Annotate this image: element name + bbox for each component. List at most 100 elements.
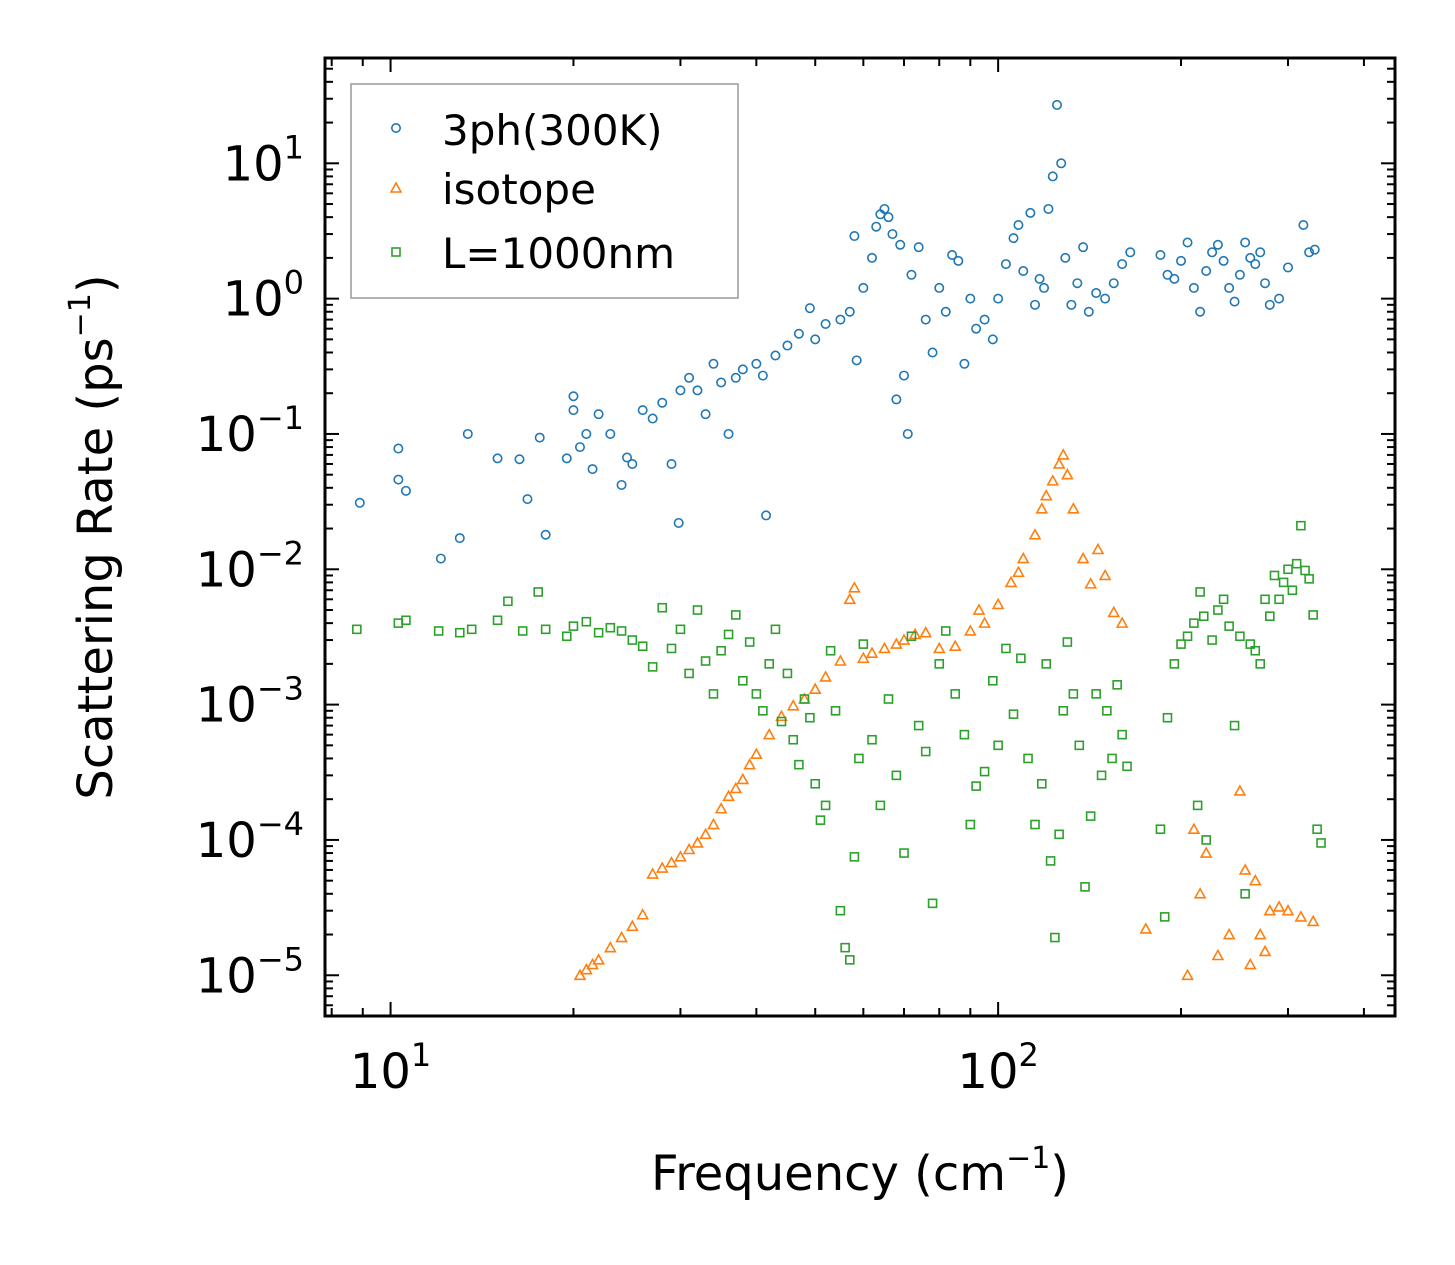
data-point-square (1096, 770, 1107, 781)
data-point-square (993, 740, 1003, 751)
data-point-square (716, 645, 726, 656)
data-point-circle (1056, 158, 1067, 169)
data-point-square (965, 819, 976, 830)
data-point-circle (953, 255, 964, 266)
data-point-circle (354, 497, 365, 508)
data-point-square (913, 720, 924, 731)
data-point-circle (1245, 252, 1256, 263)
data-point-circle (820, 318, 831, 329)
data-point-square (1260, 594, 1270, 605)
data-point-circle (647, 413, 658, 424)
data-point-circle (1100, 293, 1111, 304)
data-point-circle (1176, 255, 1187, 266)
data-point-square (1016, 653, 1026, 664)
data-point-triangle (615, 930, 628, 943)
data-point-circle (622, 452, 633, 463)
data-point-square (927, 898, 938, 909)
data-point-circle (1008, 233, 1019, 244)
data-point-square (950, 689, 961, 699)
data-point-circle (1169, 273, 1180, 284)
data-point-triangle (1016, 551, 1030, 564)
data-point-triangle (1187, 822, 1201, 835)
data-point-triangle (691, 836, 704, 848)
data-point-square (794, 759, 804, 770)
data-point-circle (844, 306, 855, 317)
data-point-circle (940, 306, 951, 317)
data-point-square (540, 624, 551, 635)
y-tick-label: 10−1 (196, 399, 304, 463)
data-point-triangle (1115, 616, 1129, 628)
data-point-triangle (603, 940, 617, 953)
data-point-square (1240, 888, 1250, 899)
legend-marker-l1000nm (391, 247, 401, 257)
y-tick-label: 101 (223, 128, 304, 192)
data-point-circle (723, 428, 734, 439)
data-point-circle (1304, 247, 1315, 258)
data-point-triangle (699, 827, 712, 840)
data-point-triangle (1281, 904, 1295, 916)
data-point-square (637, 641, 648, 652)
data-point-triangle (775, 709, 788, 722)
data-point-circle (770, 350, 781, 361)
data-point-circle (393, 474, 404, 485)
data-point-square (1235, 631, 1245, 642)
data-point-triangle (1091, 542, 1105, 555)
data-point-circle (1091, 288, 1102, 299)
y-tick-label: 100 (223, 264, 304, 328)
data-point-triangle (636, 908, 650, 920)
data-point-circle (1283, 262, 1294, 273)
data-point-square (647, 662, 658, 672)
y-tick-label: 10−5 (196, 940, 304, 1004)
data-point-triangle (1139, 922, 1153, 934)
data-point-square (1304, 574, 1314, 584)
data-point-circle (1155, 250, 1166, 261)
data-point-circle (757, 370, 768, 381)
data-point-square (1058, 706, 1069, 716)
data-point-circle (561, 453, 572, 464)
data-point-square (1037, 778, 1047, 789)
data-point-circle (492, 453, 503, 464)
data-point-square (906, 631, 917, 642)
data-point-triangle (1294, 910, 1308, 922)
data-point-triangle (573, 968, 587, 981)
data-point-circle (605, 428, 616, 439)
data-point-square (1207, 635, 1217, 645)
data-point-triangle (646, 867, 660, 879)
data-point-square (1308, 610, 1318, 620)
data-point-square (845, 955, 855, 965)
data-point-circle (1030, 299, 1041, 310)
data-point-circle (1260, 278, 1271, 289)
data-point-circle (673, 517, 684, 528)
data-point-square (1269, 570, 1280, 581)
data-point-square (352, 624, 362, 635)
data-point-triangle (948, 639, 962, 652)
data-point-circle (627, 458, 638, 469)
data-point-triangle (674, 850, 687, 862)
data-point-triangle (1067, 502, 1080, 514)
data-point-circle (708, 358, 719, 369)
data-point-square (934, 659, 945, 669)
data-point-triangle (762, 727, 776, 740)
data-point-square (920, 746, 931, 757)
data-point-circle (700, 409, 711, 420)
data-point-circle (716, 377, 727, 388)
data-point-square (1218, 594, 1229, 605)
data-point-circle (1182, 237, 1193, 248)
data-point-square (1054, 829, 1064, 840)
tick-layer (325, 57, 1395, 1016)
data-point-circle (666, 458, 677, 469)
data-point-circle (1000, 259, 1011, 270)
data-point-circle (692, 385, 703, 396)
data-point-square (849, 852, 860, 862)
data-point-circle (568, 405, 579, 416)
data-point-triangle (1107, 605, 1121, 618)
data-point-circle (1188, 282, 1199, 293)
data-point-circle (1034, 273, 1045, 284)
data-point-triangle (1046, 474, 1060, 486)
data-point-triangle (682, 842, 696, 855)
data-point-triangle (1263, 904, 1277, 916)
data-point-triangle (972, 603, 986, 615)
data-point-square (1102, 706, 1112, 716)
data-point-square (466, 624, 477, 635)
data-point-triangle (1306, 914, 1320, 927)
